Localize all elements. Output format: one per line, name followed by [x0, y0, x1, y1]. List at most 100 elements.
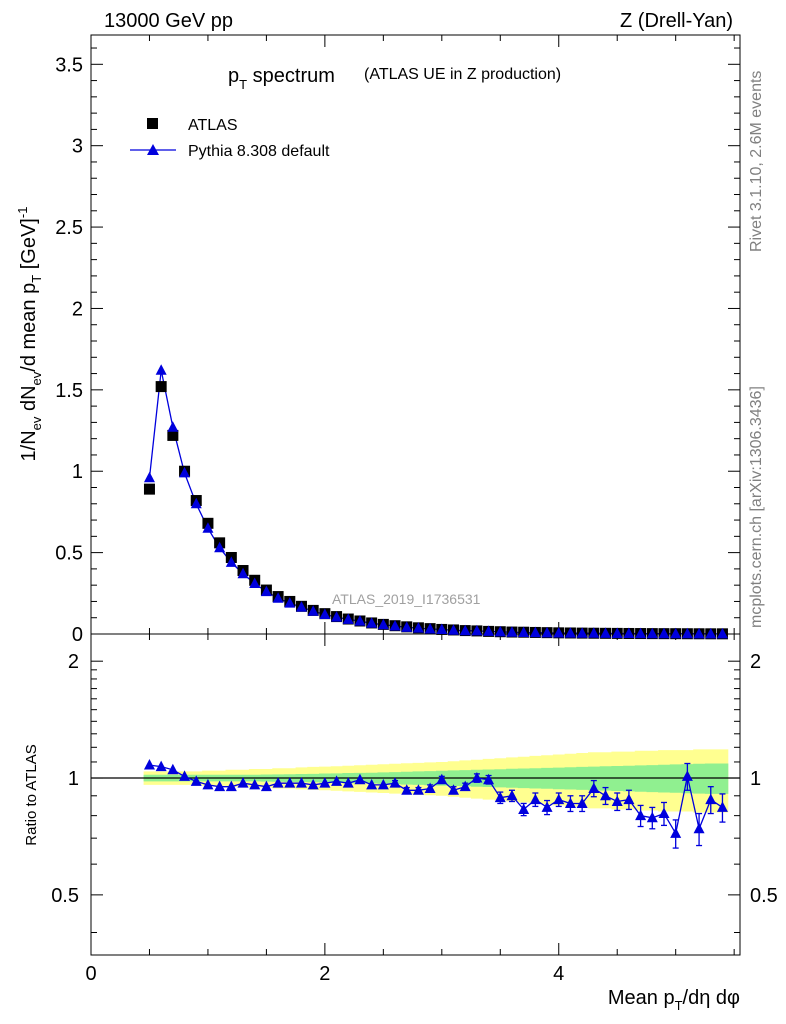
main-y-tick-label: 3.5: [55, 54, 83, 76]
main-y-axis-label: 1/Nev dNev/d mean pT [GeV]-1: [15, 207, 44, 462]
ratio-data-point: [143, 759, 155, 770]
ratio-data-point: [202, 778, 214, 790]
ratio-data-point: [272, 777, 284, 788]
pythia-data-point: [424, 622, 436, 634]
pythia-data-point: [576, 627, 588, 638]
pythia-data-point: [389, 620, 401, 631]
pythia-data-point: [366, 617, 378, 628]
header-energy-label: 13000 GeV pp: [104, 10, 233, 32]
pythia-data-point: [623, 627, 635, 639]
pythia-data-point: [506, 626, 518, 637]
pythia-data-point: [190, 497, 202, 509]
ratio-data-point: [249, 778, 261, 790]
analysis-id-label: ATLAS_2019_I1736531: [332, 591, 481, 607]
atlas-data-point: [167, 429, 179, 441]
ratio-data-point: [377, 778, 389, 790]
pythia-data-point: [658, 627, 670, 639]
pythia-data-point: [588, 627, 600, 638]
pythia-data-point: [260, 585, 272, 597]
ratio-y-tick-label-right: 1: [750, 768, 761, 790]
pythia-data-point: [518, 626, 530, 638]
ratio-y-tick-label-right: 0.5: [750, 885, 778, 907]
pythia-data-point: [494, 625, 506, 637]
ratio-data-point: [155, 760, 167, 772]
pythia-data-point: [611, 627, 623, 638]
ratio-y-tick-label: 1: [68, 768, 79, 790]
pythia-data-point: [295, 601, 307, 612]
pythia-data-point: [564, 627, 576, 638]
ratio-data-point: [681, 770, 693, 781]
pythia-data-point: [670, 627, 682, 639]
ratio-data-point: [342, 777, 354, 788]
ratio-data-point: [553, 793, 565, 805]
pythia-data-point: [600, 627, 612, 638]
pythia-data-point: [284, 597, 296, 608]
pythia-data-point: [342, 613, 354, 624]
pythia-data-point: [471, 624, 483, 636]
main-y-tick-label: 0.5: [55, 543, 83, 565]
ratio-data-point: [646, 811, 658, 823]
legend-atlas-marker: [147, 118, 158, 129]
ratio-data-point: [225, 780, 237, 792]
pythia-data-point: [436, 623, 448, 634]
ratio-data-point: [658, 807, 670, 819]
ratio-data-point: [611, 795, 623, 807]
ratio-data-point: [459, 780, 471, 792]
pythia-data-point: [319, 608, 331, 619]
ratio-data-point: [319, 777, 331, 788]
ratio-data-point: [448, 784, 460, 795]
ratio-data-point: [354, 773, 366, 785]
pythia-data-point: [681, 627, 693, 639]
ratio-data-point: [284, 777, 296, 788]
ratio-data-point: [190, 775, 202, 786]
plot-title-note: (ATLAS UE in Z production): [364, 66, 561, 83]
ratio-data-point: [424, 782, 436, 793]
pythia-data-point: [448, 624, 460, 635]
pythia-data-point: [541, 626, 553, 638]
plot-title: pT spectrum: [228, 65, 335, 92]
legend-pythia-label: Pythia 8.308 default: [188, 143, 330, 160]
ratio-y-tick-label: 2: [68, 651, 79, 673]
ratio-data-point: [366, 778, 378, 790]
main-axis-ticks: 0 0.5 1 1.5 2 2.5 3 3.5: [55, 35, 740, 646]
pythia-data-point: [179, 466, 191, 478]
plot-title-rest: spectrum: [247, 65, 335, 87]
ratio-y-axis-label: Ratio to ATLAS: [23, 744, 40, 845]
pythia-data-point: [225, 556, 237, 567]
main-y-tick-label: 2: [72, 298, 83, 320]
main-y-tick-label: 3: [72, 136, 83, 158]
ratio-data-point: [214, 780, 226, 792]
ratio-data-point: [389, 777, 401, 788]
legend-atlas-label: ATLAS: [188, 117, 238, 134]
ratio-data-point: [693, 822, 705, 834]
pythia-data-point: [377, 618, 389, 630]
pythia-data-point: [483, 625, 495, 636]
ratio-data-point: [576, 797, 588, 808]
ratio-data-point: [518, 803, 530, 814]
ratio-data-point: [716, 801, 728, 812]
main-data-marks: [143, 364, 728, 640]
ratio-axis-ticks: 0.5 0.5 1 1 2 2 0 2 4: [51, 634, 778, 985]
ratio-data-point: [179, 770, 191, 781]
x-tick-label: 2: [319, 963, 330, 985]
pythia-data-point: [459, 624, 471, 636]
ratio-data-point: [541, 801, 553, 812]
plot-title-sub: T: [239, 77, 247, 92]
pythia-data-point: [167, 421, 179, 432]
pythia-data-point: [249, 577, 261, 589]
ratio-data-point: [564, 797, 576, 808]
ratio-uncertainty-bands: [91, 749, 740, 813]
pythia-data-point: [529, 626, 541, 638]
x-tick-label: 0: [85, 963, 96, 985]
ratio-data-point: [588, 782, 600, 793]
atlas-data-point: [155, 381, 167, 393]
pythia-data-point: [635, 627, 647, 639]
ratio-panel-frame: [90, 633, 741, 956]
legend-pythia-marker: [147, 144, 159, 155]
rivet-version-label: Rivet 3.1.10, 2.6M events: [748, 71, 765, 252]
ratio-data-point: [635, 809, 647, 821]
pythia-data-point: [202, 522, 214, 533]
pythia-data-point: [705, 627, 717, 639]
main-y-tick-label: 2.5: [55, 217, 83, 239]
mcplots-label: mcplots.cern.ch [arXiv:1306.3436]: [748, 386, 765, 628]
